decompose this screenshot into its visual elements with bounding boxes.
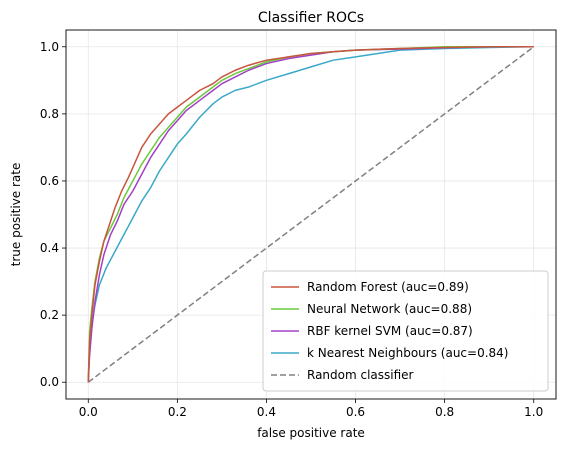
series-lines <box>87 46 535 383</box>
legend-entry-label: Random classifier <box>307 368 414 382</box>
x-tick-label: 1.0 <box>524 405 543 419</box>
grid <box>66 30 556 399</box>
legend-entry-label: Neural Network (auc=0.88) <box>307 302 472 316</box>
y-axis-label: true positive rate <box>9 163 23 267</box>
series-line-k-nearest-neighbours <box>87 46 534 383</box>
x-axis-label: false positive rate <box>257 426 365 440</box>
x-tick-label: 0.6 <box>346 405 365 419</box>
series-line-random-classifier <box>87 46 535 383</box>
legend: Random Forest (auc=0.89) Neural Network (… <box>262 270 549 392</box>
y-tick-label: 0.4 <box>40 241 59 255</box>
legend-entry-label: k Nearest Neighbours (auc=0.84) <box>307 346 508 360</box>
y-tick-label: 0.2 <box>40 308 59 322</box>
legend-box <box>262 270 549 392</box>
y-tick-label: 1.0 <box>40 40 59 54</box>
x-tick-label: 0.0 <box>79 405 98 419</box>
x-tick-label: 0.4 <box>257 405 276 419</box>
y-tick-label: 0.0 <box>40 375 59 389</box>
plot-frame <box>65 29 557 400</box>
axis-ticks: 0.0 0.2 0.4 0.6 0.8 1.0 0.0 0.2 0.4 0.6 0.8 1.0 <box>40 40 543 419</box>
series-line-random-forest <box>87 46 534 383</box>
legend-entry-label: Random Forest (auc=0.89) <box>307 280 469 294</box>
x-tick-label: 0.2 <box>168 405 187 419</box>
y-tick-label: 0.8 <box>40 107 59 121</box>
y-tick-label: 0.6 <box>40 174 59 188</box>
legend-entry-label: RBF kernel SVM (auc=0.87) <box>307 324 473 338</box>
x-tick-label: 0.8 <box>435 405 454 419</box>
chart-title: Classifier ROCs <box>258 10 364 26</box>
